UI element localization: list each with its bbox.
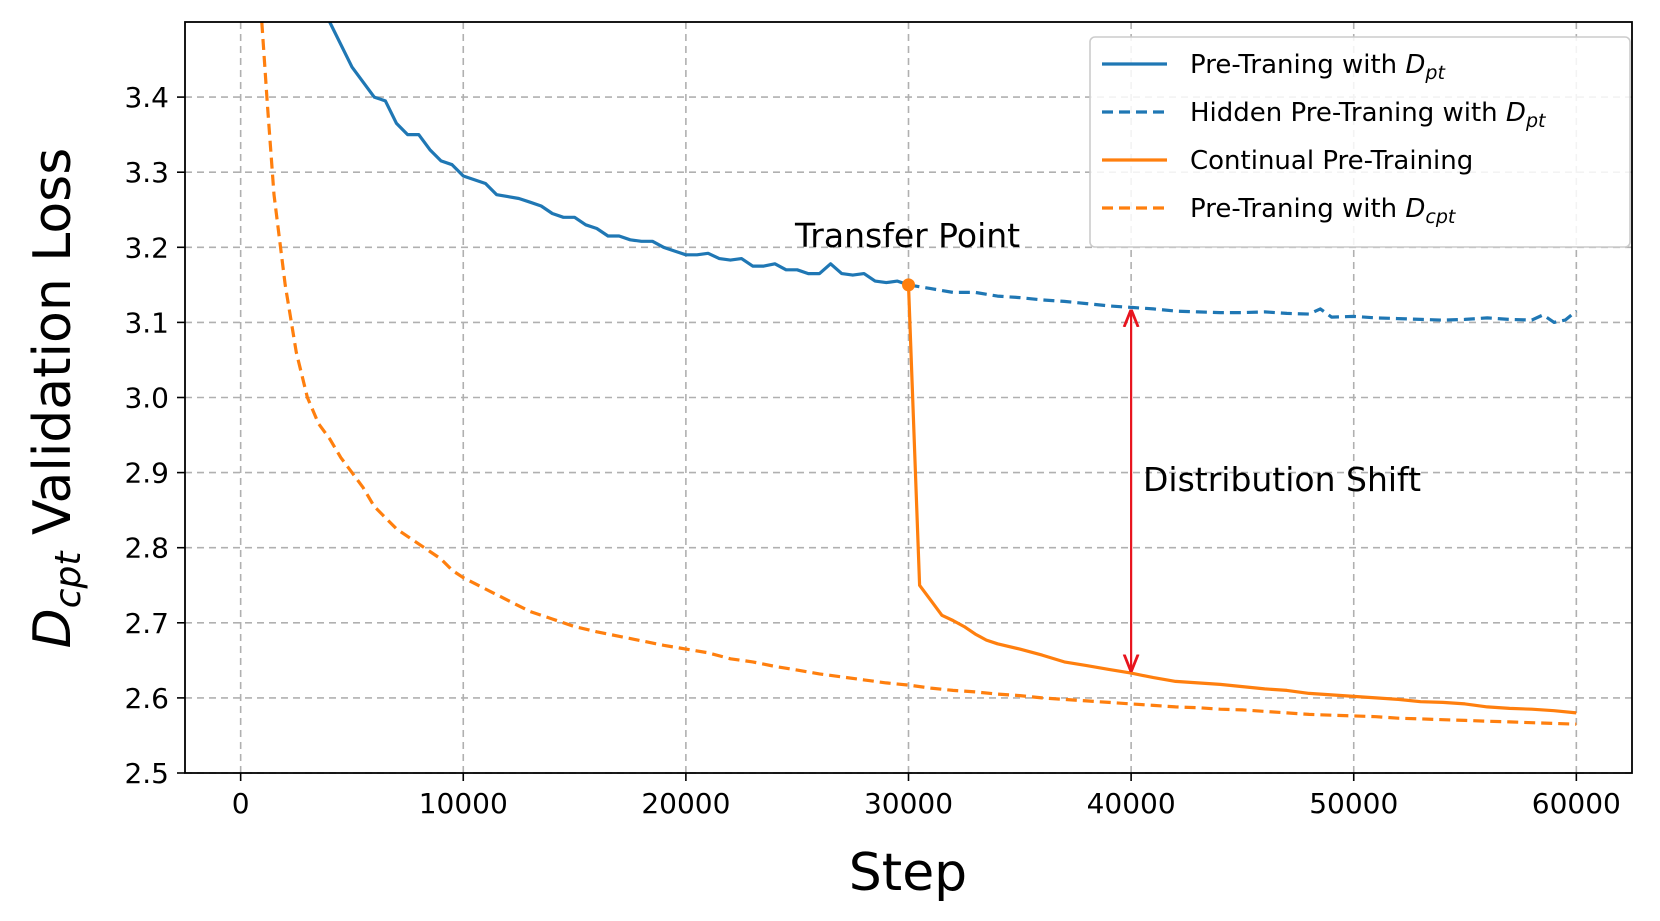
axis-ticks: 0 10000 20000 30000 40000 50000 60000 2.5 2.6 2.7… xyxy=(124,81,1620,820)
legend-box xyxy=(1089,36,1631,248)
plot-series xyxy=(260,22,1578,726)
y-axis-title-rest: Validation Loss xyxy=(23,148,83,552)
y-tick-label: 3.3 xyxy=(124,156,169,189)
x-tick-label: 10000 xyxy=(419,787,508,820)
y-tick-label: 3.1 xyxy=(124,306,169,339)
series-pretraining-dcpt-legend-label: Pre-Traning with Dcpt xyxy=(1190,194,1457,228)
x-tick-label: 30000 xyxy=(864,787,953,820)
x-tick-label: 0 xyxy=(232,787,250,820)
distribution-shift-label: Distribution Shift xyxy=(1143,460,1421,499)
y-axis-title-main: D xyxy=(23,608,83,648)
x-tick-label: 60000 xyxy=(1532,787,1621,820)
transfer-point-marker xyxy=(902,278,915,292)
y-tick-label: 2.8 xyxy=(124,532,169,565)
series-pretraining-dpt-line xyxy=(328,22,910,287)
legend: Pre-Traning with Dpt Hidden Pre-Traning w… xyxy=(1089,36,1631,248)
x-tick-label: 50000 xyxy=(1309,787,1398,820)
x-tick-label: 20000 xyxy=(641,787,730,820)
series-continual-pretraining-line xyxy=(906,284,1577,715)
x-tick-label: 40000 xyxy=(1087,787,1176,820)
series-hidden-pretraining-dpt-line xyxy=(908,283,1578,324)
y-tick-label: 3.0 xyxy=(124,382,169,415)
series-continual-pretraining-legend-label: Continual Pre-Training xyxy=(1190,146,1473,176)
y-axis-title: Dcpt Validation Loss xyxy=(23,148,89,649)
series-pretraining-dcpt-line xyxy=(260,22,1577,726)
y-axis-title-sub: cpt xyxy=(48,550,89,609)
transfer-point-label: Transfer Point xyxy=(794,216,1020,255)
series-hidden-pretraining-dpt-legend-label: Hidden Pre-Traning with Dpt xyxy=(1190,98,1547,132)
y-tick-label: 2.6 xyxy=(124,682,169,715)
y-tick-label: 3.2 xyxy=(124,231,169,264)
series-pretraining-dpt-legend-label: Pre-Traning with Dpt xyxy=(1190,50,1446,84)
x-axis-title: Step xyxy=(849,843,967,903)
y-tick-label: 2.9 xyxy=(124,457,169,490)
y-tick-label: 2.5 xyxy=(124,757,169,790)
y-tick-label: 2.7 xyxy=(124,607,169,640)
y-tick-label: 3.4 xyxy=(124,81,169,114)
